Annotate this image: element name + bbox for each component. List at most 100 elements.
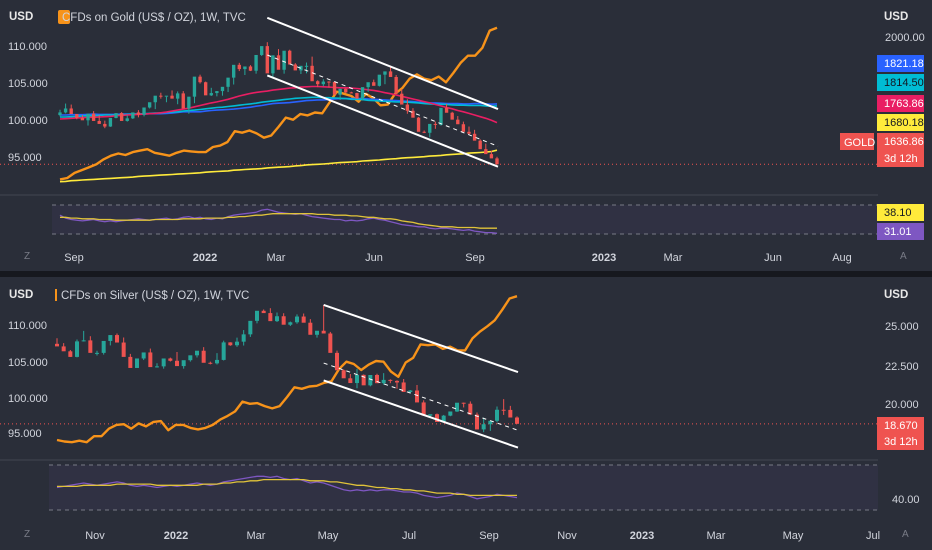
candle-body xyxy=(341,370,346,379)
gold-left-currency: USD xyxy=(9,11,33,23)
candle-body xyxy=(231,64,236,78)
time-axis-tick: Jun xyxy=(764,252,782,264)
candle-body xyxy=(276,55,281,70)
gold-left-axis: 110.000 105.000 100.000 95.000 xyxy=(8,41,48,164)
time-axis-tick: Jul xyxy=(402,530,416,542)
silver-right-currency: USD xyxy=(884,289,908,301)
candle-body xyxy=(467,131,471,134)
gold-rsi-pane xyxy=(52,204,878,235)
candle-body xyxy=(159,95,163,97)
candle-body xyxy=(181,93,185,109)
rsi-signal-line xyxy=(57,478,517,497)
candle-body xyxy=(75,341,79,357)
price-badge-label: 1636.86 xyxy=(884,136,924,148)
gold-pane-title: CFDs on Gold (US$ / OZ), 1W, TVC xyxy=(62,12,246,24)
candle-body xyxy=(175,360,179,367)
candle-body xyxy=(103,123,107,127)
price-badge xyxy=(877,114,924,131)
silver-trend-channel[interactable] xyxy=(323,303,519,449)
candle-body xyxy=(401,382,406,392)
channel-mid-line[interactable] xyxy=(267,54,499,147)
left-axis-tick: 100.000 xyxy=(8,115,48,127)
gold-corner-left[interactable]: Z xyxy=(24,251,30,262)
candle-body xyxy=(141,352,146,359)
candle-body xyxy=(484,149,488,155)
gold-overlay-line xyxy=(59,26,498,181)
right-axis-tick: 20.000 xyxy=(885,399,919,411)
gold-trend-channel[interactable] xyxy=(266,16,499,168)
silver-pane-title: CFDs on Silver (US$ / OZ), 1W, TVC xyxy=(61,290,249,302)
channel-lower-line[interactable] xyxy=(323,379,519,449)
silver-corner-right[interactable]: A xyxy=(902,529,909,540)
candle-body xyxy=(315,330,319,335)
candle-body xyxy=(161,358,166,367)
candle-body xyxy=(175,93,180,99)
candle-body xyxy=(86,113,90,121)
silver-pane[interactable]: 110.000 105.000 100.000 95.000 25.000 22.500… xyxy=(0,289,924,542)
candle-body xyxy=(308,322,313,335)
candle-body xyxy=(69,108,73,115)
candle-body xyxy=(428,123,432,133)
candle-body xyxy=(88,340,93,353)
gold-corner-right[interactable]: A xyxy=(900,251,907,262)
price-badge xyxy=(877,433,924,450)
candle-body xyxy=(381,379,386,384)
candle-body xyxy=(338,88,342,95)
candle-body xyxy=(155,366,159,368)
price-badge-label: 1680.18 xyxy=(884,117,924,129)
silver-candles xyxy=(55,304,519,433)
candle-body xyxy=(461,124,466,132)
right-axis-tick: 25.000 xyxy=(885,321,919,333)
candle-body xyxy=(456,119,460,125)
price-badge xyxy=(877,74,924,91)
orange-bar-icon xyxy=(55,289,57,301)
candle-body xyxy=(428,414,433,416)
left-axis-tick: 105.000 xyxy=(8,357,48,369)
candle-body xyxy=(433,123,438,125)
gold-pane[interactable]: 110.000 105.000 100.000 95.000 2000.00 1821… xyxy=(0,10,925,264)
channel-lower-line[interactable] xyxy=(266,74,499,168)
rsi-value-label: 31.01 xyxy=(884,226,912,238)
candle-body xyxy=(228,342,233,346)
candle-body xyxy=(321,81,326,85)
candle-body xyxy=(235,341,239,346)
silver-corner-left[interactable]: Z xyxy=(24,529,30,540)
time-axis-tick: Jul xyxy=(866,530,880,542)
silver-rsi-pane xyxy=(49,464,878,511)
channel-upper-line[interactable] xyxy=(323,303,519,374)
candle-body xyxy=(128,356,133,368)
candle-body xyxy=(368,374,373,386)
candle-body xyxy=(142,107,146,115)
candle-body xyxy=(348,378,353,384)
silver-left-axis: 110.000 105.000 100.000 95.000 xyxy=(8,320,48,440)
rsi-value-badge xyxy=(877,204,924,221)
time-axis-tick: Mar xyxy=(707,530,726,542)
gold-pane-grid xyxy=(0,163,878,196)
candle-body xyxy=(310,65,314,82)
candle-body xyxy=(472,133,477,141)
time-axis-tick: Sep xyxy=(64,252,84,264)
pane-separator[interactable] xyxy=(0,271,932,277)
candle-body xyxy=(360,87,365,99)
candle-body xyxy=(164,95,169,97)
time-axis-tick: Mar xyxy=(664,252,683,264)
channel-upper-line[interactable] xyxy=(266,16,499,111)
candle-body xyxy=(501,409,506,411)
candle-body xyxy=(220,86,225,92)
candle-body xyxy=(405,104,410,111)
gold-time-axis[interactable]: Sep 2022 Mar Jun Sep 2023 Mar Jun Aug xyxy=(64,252,852,264)
candle-body xyxy=(475,414,479,430)
candle-body xyxy=(344,88,348,93)
candle-body xyxy=(55,343,59,347)
symbol-tag xyxy=(840,133,874,150)
silver-time-axis[interactable]: Nov 2022 Mar May Jul Sep Nov 2023 Mar May Jul xyxy=(85,530,880,542)
candle-body xyxy=(361,374,366,386)
candle-body xyxy=(131,112,135,119)
price-badge xyxy=(877,150,924,167)
channel-mid-line[interactable] xyxy=(323,362,519,431)
silver-left-currency: USD xyxy=(9,289,33,301)
candle-body xyxy=(495,158,499,165)
time-axis-tick: Mar xyxy=(247,530,266,542)
gold-candles xyxy=(58,42,499,165)
